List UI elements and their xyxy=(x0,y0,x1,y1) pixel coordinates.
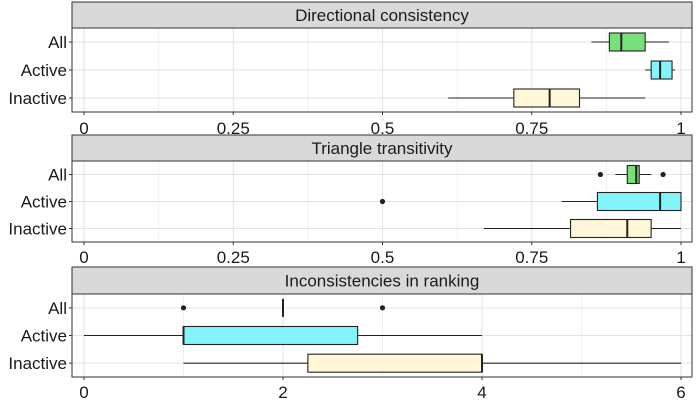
x-tick-label: 0.75 xyxy=(515,119,548,138)
x-tick-label: 0 xyxy=(79,248,88,267)
box-iqr xyxy=(307,353,483,373)
box-active xyxy=(84,325,482,346)
y-tick-label: All xyxy=(48,166,67,185)
box-iqr xyxy=(513,88,581,108)
x-tick-label: 0 xyxy=(79,119,88,138)
box-all xyxy=(180,298,386,317)
y-tick-label: Inactive xyxy=(8,89,67,108)
facet-strip xyxy=(71,266,693,295)
x-tick-label: 0.25 xyxy=(217,119,250,138)
x-tick-label: 1 xyxy=(676,248,685,267)
y-tick-label: Active xyxy=(21,327,67,346)
outlier-point xyxy=(180,305,187,311)
facet-title: Inconsistencies in ranking xyxy=(285,272,480,291)
outlier-point xyxy=(379,305,386,311)
box-active xyxy=(645,60,676,80)
x-tick-label: 1 xyxy=(676,119,685,138)
y-tick-label: All xyxy=(48,299,67,318)
x-tick-label: 0.75 xyxy=(515,248,548,267)
x-tick-label: 4 xyxy=(477,383,486,400)
x-tick-label: 2 xyxy=(278,383,287,400)
box-all xyxy=(591,32,670,52)
facet-strip xyxy=(71,1,693,29)
y-tick-label: Inactive xyxy=(8,220,67,239)
y-tick-label: Active xyxy=(21,61,67,80)
outlier-point xyxy=(660,171,666,178)
facet-strip xyxy=(71,134,693,162)
x-tick-label: 0.5 xyxy=(371,119,395,138)
box-all xyxy=(597,164,666,185)
y-tick-label: Inactive xyxy=(8,354,67,373)
box-active xyxy=(379,191,682,212)
box-inactive xyxy=(483,218,681,239)
box-inactive xyxy=(183,353,681,373)
box-iqr xyxy=(626,164,640,185)
facet-title: Triangle transitivity xyxy=(311,139,453,158)
y-tick-label: All xyxy=(48,33,67,52)
y-tick-label: Active xyxy=(21,193,67,212)
x-tick-label: 0.5 xyxy=(371,248,395,267)
box-iqr xyxy=(608,32,646,52)
x-tick-label: 6 xyxy=(676,383,685,400)
box-inactive xyxy=(448,88,646,108)
x-tick-label: 0 xyxy=(79,383,88,400)
box-iqr xyxy=(650,60,673,80)
facet-panel-2: Triangle transitivity All Active Inactive 0 0… xyxy=(8,134,693,267)
box-iqr xyxy=(570,218,652,239)
box-iqr xyxy=(182,325,359,346)
facet-panel-3: Inconsistencies in ranking All Active Inact… xyxy=(8,266,693,402)
facet-title: Directional consistency xyxy=(295,6,469,25)
outlier-point xyxy=(379,198,386,205)
facet-panel-1: Directional consistency All Active Inactive… xyxy=(8,1,693,138)
box-iqr xyxy=(596,191,682,212)
x-tick-label: 0.25 xyxy=(217,248,250,267)
outlier-point xyxy=(597,171,604,178)
